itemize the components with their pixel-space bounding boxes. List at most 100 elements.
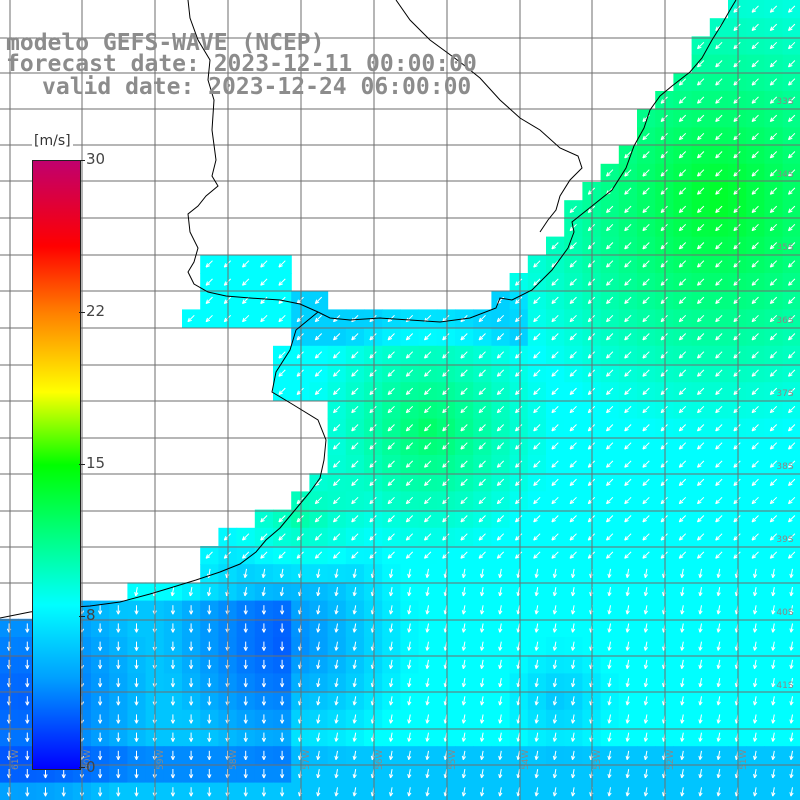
wind-arrow — [751, 151, 759, 159]
wind-arrow — [751, 369, 759, 377]
wind-arrow — [405, 387, 414, 395]
wind-arrow — [205, 314, 213, 323]
wind-arrow — [278, 314, 286, 323]
wind-arrow — [715, 223, 723, 232]
wind-arrow — [678, 333, 687, 341]
wind-arrow — [478, 314, 486, 323]
wind-arrow — [424, 515, 432, 523]
wind-arrow — [424, 478, 432, 486]
wind-arrow — [788, 260, 796, 268]
wind-arrow — [733, 242, 741, 250]
wind-arrow — [260, 278, 268, 286]
wind-arrow — [715, 296, 723, 304]
wind-arrow — [715, 333, 723, 341]
wind-arrow — [733, 41, 741, 50]
wind-arrow — [697, 41, 705, 50]
wind-arrow — [296, 387, 304, 395]
wind-arrow — [369, 387, 377, 395]
wind-arrow — [569, 278, 577, 286]
wind-arrow — [606, 351, 614, 359]
wind-arrow — [496, 478, 505, 486]
wind-arrow — [697, 314, 705, 323]
wind-arrow — [769, 96, 778, 104]
wind-arrow — [751, 41, 759, 50]
wind-arrow — [333, 442, 341, 450]
wind-arrow — [751, 169, 759, 177]
wind-arrow — [751, 296, 759, 304]
wind-arrow — [660, 460, 668, 468]
wind-arrow — [660, 223, 668, 232]
wind-arrow — [624, 187, 632, 195]
wind-arrow — [478, 424, 486, 432]
wind-arrow — [551, 351, 559, 359]
wind-arrow — [769, 151, 778, 159]
wind-arrow — [788, 333, 796, 341]
wind-arrow — [333, 351, 341, 359]
wind-arrow — [314, 533, 323, 541]
valid-date: valid date: 2023-12-24 06:00:00 — [42, 74, 472, 100]
wind-arrow — [478, 405, 486, 414]
wind-arrow — [642, 260, 650, 268]
wind-arrow — [278, 260, 286, 268]
wind-arrow — [788, 114, 796, 122]
wind-arrow — [733, 205, 741, 213]
wind-arrow — [606, 296, 614, 304]
wind-arrow — [751, 205, 759, 213]
wind-arrow — [678, 314, 687, 323]
wind-arrow — [697, 132, 705, 141]
wind-arrow — [769, 242, 778, 250]
wind-arrow — [769, 205, 778, 213]
wind-arrow — [606, 405, 614, 414]
wind-arrow — [642, 296, 650, 304]
colorbar-tick-mark — [79, 767, 85, 768]
latitude-label: 38S — [776, 462, 793, 472]
wind-arrow — [642, 369, 650, 377]
wind-arrow — [369, 496, 377, 505]
colorbar-tick-label: 0 — [86, 758, 96, 776]
wind-arrow — [642, 387, 650, 395]
latitude-label: 39S — [776, 535, 793, 545]
longitude-label: 57W — [302, 750, 312, 770]
wind-arrow — [296, 515, 304, 523]
wind-arrow — [515, 496, 523, 505]
wind-arrow — [442, 351, 450, 359]
wind-arrow — [424, 424, 432, 432]
wind-arrow — [642, 242, 650, 250]
wind-arrow — [387, 369, 395, 377]
wind-arrow — [660, 205, 668, 213]
wind-arrow — [697, 369, 705, 377]
wind-arrow — [460, 496, 468, 505]
wind-arrow — [642, 515, 650, 523]
wind-arrow — [442, 424, 450, 432]
wind-arrow — [751, 96, 759, 104]
wind-arrow — [769, 314, 778, 323]
latitude-label: 33S — [776, 97, 793, 107]
wind-arrow — [551, 424, 559, 432]
wind-arrow — [606, 260, 614, 268]
wind-arrow — [260, 314, 268, 323]
colorbar-tick-mark — [79, 312, 85, 313]
wind-arrow — [551, 333, 559, 341]
wind-arrow — [460, 515, 468, 523]
wind-arrow — [424, 442, 432, 450]
wind-arrow — [697, 405, 705, 414]
wind-arrow — [606, 242, 614, 250]
wind-arrow — [405, 424, 414, 432]
wind-arrow — [515, 314, 523, 323]
wind-arrow — [278, 351, 286, 359]
wind-arrow — [478, 369, 486, 377]
wind-arrow — [278, 387, 286, 395]
wind-arrow — [733, 223, 741, 232]
wind-arrow — [369, 533, 377, 541]
wind-arrow — [660, 387, 668, 395]
wind-arrow — [660, 260, 668, 268]
wind-arrow — [624, 496, 632, 505]
colorbar-tick-label: 22 — [86, 302, 106, 320]
wind-arrow — [733, 114, 741, 122]
wind-arrow — [314, 296, 323, 304]
colorbar-tick-mark — [79, 464, 85, 465]
wind-arrow — [733, 169, 741, 177]
wind-arrow — [751, 351, 759, 359]
wind-arrow — [697, 151, 705, 159]
wind-arrow — [569, 405, 577, 414]
